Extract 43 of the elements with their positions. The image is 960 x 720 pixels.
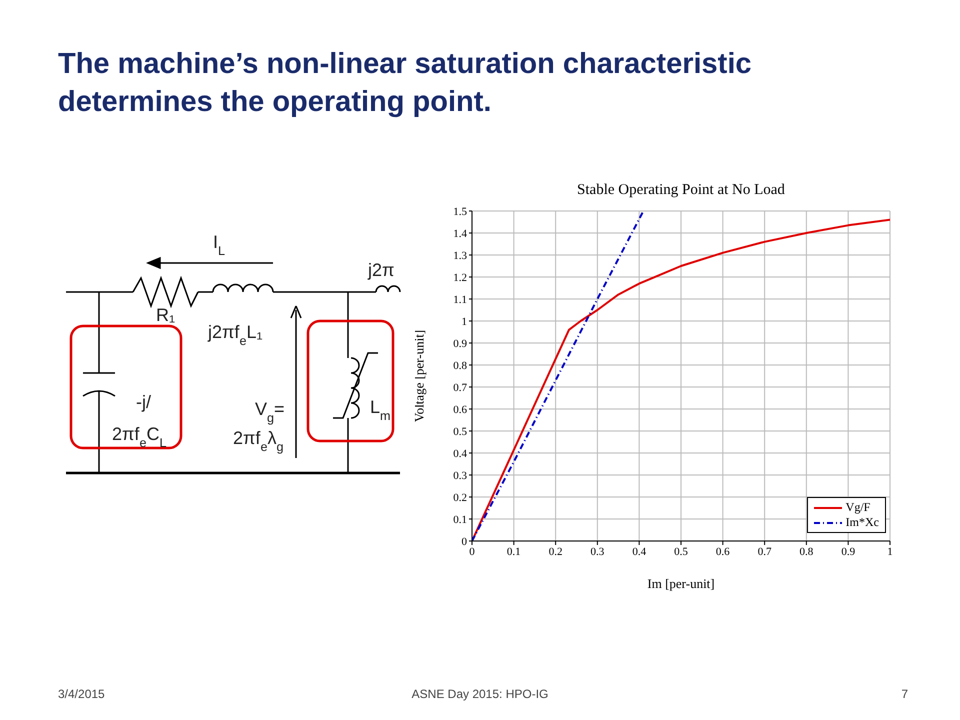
y-tick-label: 0.6 [453,404,468,416]
y-tick-label: 1.1 [453,294,467,306]
x-tick-label: 1 [887,546,893,558]
chart-subtitle: Stable Operating Point at No Load [576,182,786,199]
y-tick-label: 0.3 [453,470,468,482]
x-tick-label: 0.6 [716,546,730,558]
y-tick-label: 0.5 [453,426,468,438]
text: 7 [901,687,908,701]
text: 3/4/2015 [58,687,106,701]
x-tick-label: 0.7 [758,546,772,558]
text: L$_{m}$ [370,397,391,423]
text: 2πf$_{e}$λ$_{g}$ [233,428,284,454]
text: V$_{g}$= [255,399,285,425]
x-tick-label: 0.3 [590,546,605,558]
y-tick-label: 0.4 [453,448,468,460]
y-tick-label: 0.8 [453,360,468,372]
x-tick-label: 0.4 [632,546,647,558]
x-tick-label: 0.1 [506,546,521,558]
x-tick-label: 0.5 [674,546,688,558]
text: j2πf$_{e}$L₁ [207,322,263,348]
y-tick-label: 1.4 [453,228,468,240]
legend-label: Im*Xc [846,515,879,530]
chart-title: The machine’s non-linear saturation characteristic determines the operating point. [58,47,753,120]
x-tick-label: 0.8 [800,546,814,558]
text: j2π [367,260,394,280]
y-tick-label: 1.3 [453,250,468,262]
y-tick-label: 1.2 [453,272,467,284]
y-tick-label: 1 [462,316,467,328]
y-tick-label: 0.9 [453,338,468,350]
text: 2πf$_{e}$C$_{L}$ [112,424,166,450]
legend-label: Vg/F [846,500,870,515]
y-tick-label: 0.1 [453,514,467,526]
x-tick-label: 0.2 [548,546,562,558]
y-tick-label: 0.7 [453,382,468,394]
text: R₁ [156,305,176,325]
y-tick-label: 1.5 [453,206,468,218]
y-tick-label: 0 [462,536,468,548]
text: -j/ [136,392,151,412]
x-tick-label: 0.9 [841,546,856,558]
x-axis-title: Im [per-unit] [647,576,715,591]
text: ASNE Day 2015: HPO-IG [412,687,548,701]
text: I$_{L}$ [213,232,226,258]
y-tick-label: 0.2 [453,492,467,504]
